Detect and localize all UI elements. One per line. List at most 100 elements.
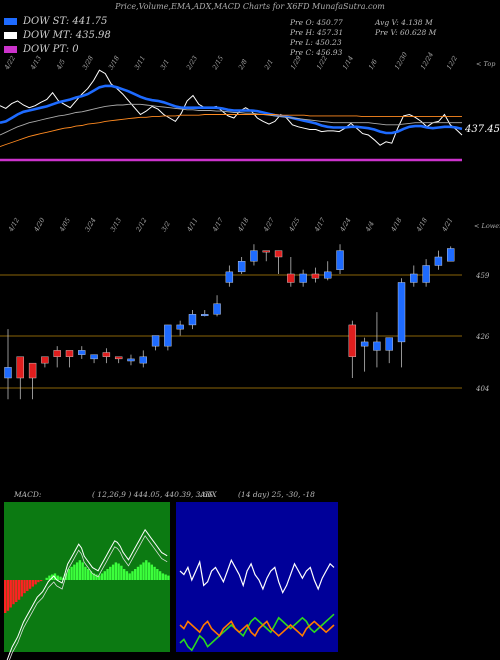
macd-hist-bar — [161, 573, 165, 580]
date-tick-label: 4/20 — [32, 216, 47, 234]
date-tick-label: 2/1 — [262, 58, 275, 72]
macd-hist-bar — [34, 580, 37, 585]
candle-body — [4, 367, 12, 379]
candle-body — [274, 250, 283, 258]
series-line-ema-fast — [0, 84, 463, 135]
macd-hist-bar — [92, 573, 95, 580]
legend-dow-mt: DOW MT: 435.98 — [4, 30, 111, 41]
candle-body — [151, 335, 160, 347]
macd-hist-bar — [106, 569, 109, 580]
candle-body — [262, 250, 270, 253]
price-label-last: 437.45 — [464, 124, 500, 135]
ohlc-volume: Pre V: 60.628 M — [375, 28, 437, 37]
macd-panel — [4, 502, 170, 660]
date-tick-label: 4/21 — [440, 216, 455, 234]
candle-body — [336, 250, 344, 270]
candle-body — [139, 356, 147, 364]
macd-hist-bar — [131, 571, 134, 580]
candle-body — [410, 273, 418, 283]
candle-body — [201, 314, 209, 317]
candle-body — [90, 354, 98, 360]
ohlc-high: Pre H: 457.31 — [290, 28, 344, 37]
candle-body — [447, 248, 455, 262]
series-line-ema-slow — [0, 103, 462, 136]
macd-hist-bar — [145, 560, 148, 580]
candle-body — [16, 356, 24, 379]
macd-hist-bar — [6, 580, 10, 611]
date-tick-label: 4/18 — [414, 216, 429, 234]
date-tick-label: 4/4 — [363, 220, 376, 234]
macd-signal-line — [8, 535, 168, 660]
macd-hist-bar — [103, 571, 106, 580]
macd-hist-bar — [114, 562, 118, 580]
series-line-price — [0, 69, 463, 146]
macd-hist-bar — [48, 575, 51, 580]
macd-hist-bar — [134, 569, 137, 580]
adx-values: (14 day) 25, -30, -18 — [238, 490, 315, 499]
macd-hist-bar — [164, 574, 167, 580]
date-tick-label: 4/24 — [338, 216, 353, 234]
adx-panel — [176, 502, 338, 652]
macd-hist-bar — [23, 580, 26, 594]
date-tick-label: 4/13 — [28, 54, 43, 72]
legend-swatch-magenta — [4, 46, 17, 53]
ohlc-open: Pre O: 450.77 — [290, 18, 343, 27]
ohlc-low: Pre L: 450.23 — [290, 38, 342, 47]
date-tick-label: 2/23 — [184, 54, 199, 72]
candle-body — [237, 261, 246, 273]
date-tick-label: 3/2 — [160, 220, 172, 233]
macd-hist-bar — [153, 566, 156, 580]
macd-hist-bar — [158, 571, 162, 580]
macd-hist-bar — [81, 562, 84, 580]
macd-hist-bar — [70, 566, 73, 580]
adx-line-line1 — [179, 558, 335, 595]
candle-body — [360, 341, 369, 347]
macd-hist-bar — [15, 580, 18, 602]
candle-body — [28, 362, 37, 379]
date-tick-label: 4/18 — [389, 216, 404, 234]
macd-label: MACD: — [14, 490, 42, 499]
candle-body — [225, 271, 234, 283]
date-tick-label: 3/1 — [159, 58, 171, 71]
candle-body — [188, 314, 197, 326]
macd-hist-bar — [9, 580, 12, 608]
series-line-ema-long — [0, 114, 462, 148]
candle-body — [164, 324, 172, 347]
date-tick-label: 4/27 — [261, 216, 276, 234]
candle-body — [102, 352, 111, 357]
date-tick-label: 4/17 — [312, 216, 327, 234]
macd-hist-bar — [67, 569, 70, 580]
macd-hist-bar — [84, 566, 87, 580]
legend-swatch-blue — [4, 18, 17, 25]
macd-hist-bar — [78, 560, 82, 580]
macd-hist-bar — [150, 564, 153, 580]
date-tick-label: 3/13 — [109, 216, 123, 233]
date-tick-label: 3/11 — [133, 54, 147, 71]
candle-body — [397, 282, 406, 343]
date-tick-label: 4/22 — [2, 54, 17, 72]
date-tick-label: 3/18 — [107, 54, 121, 71]
candle-body — [385, 337, 393, 351]
price-tick-label: 404 — [475, 385, 489, 393]
price-tick-label: 459 — [475, 272, 490, 280]
candle-body — [434, 256, 443, 266]
ohlc-close: Pre C: 456.93 — [290, 48, 343, 57]
candle-corner-label: < Lower — [474, 222, 500, 230]
macd-hist-bar — [87, 569, 90, 580]
macd-hist-bar — [53, 573, 57, 580]
macd-hist-bar — [56, 575, 59, 580]
macd-hist-bar — [45, 577, 48, 580]
candle-body — [311, 273, 320, 279]
candle-body — [213, 303, 221, 315]
macd-hist-bar — [26, 580, 29, 591]
macd-hist-bar — [156, 569, 159, 580]
date-tick-label: 4/17 — [210, 216, 225, 234]
legend-dow-pt: DOW PT: 0 — [4, 44, 79, 55]
date-tick-label: 1/29 — [289, 54, 303, 71]
date-tick-label: 4/05 — [57, 216, 72, 234]
date-tick-label: 4/25 — [287, 216, 302, 234]
macd-hist-bar — [59, 576, 62, 580]
date-tick-label: 1/22 — [315, 54, 329, 71]
macd-hist-bar — [167, 575, 170, 580]
